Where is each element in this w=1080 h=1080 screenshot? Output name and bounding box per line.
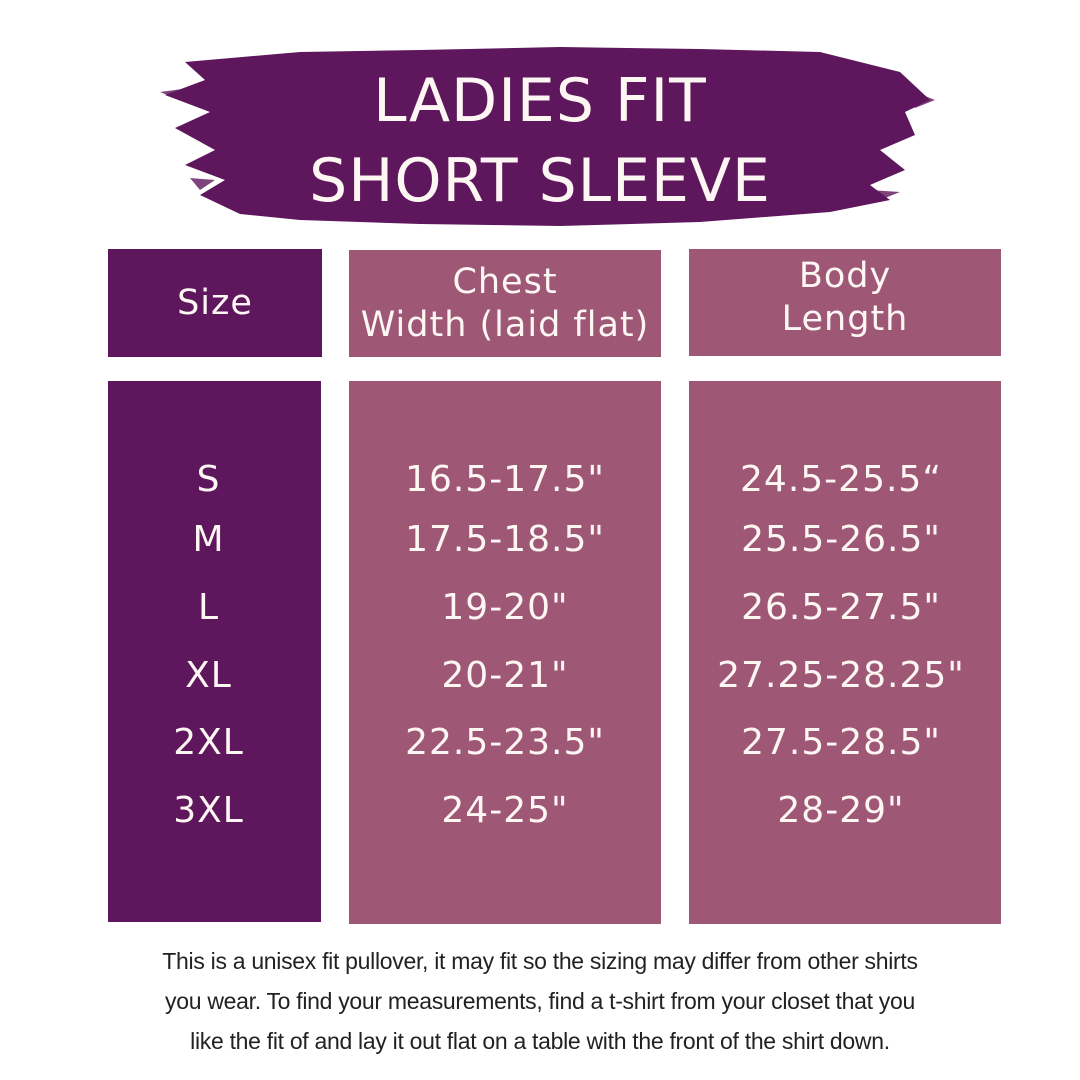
header-chest-line-1: Chest xyxy=(452,261,558,302)
cell-length: 27.5-28.5" xyxy=(741,722,941,763)
header-size-label: Size xyxy=(177,282,253,323)
cell-chest: 17.5-18.5" xyxy=(405,519,605,560)
cell-size: XL xyxy=(185,655,232,696)
cell-length: 24.5-25.5“ xyxy=(740,459,942,500)
brush-stroke-banner xyxy=(160,47,935,226)
cell-length: 27.25-28.25" xyxy=(717,655,965,696)
cell-size: L xyxy=(197,587,220,628)
cell-size: 3XL xyxy=(173,790,244,831)
header-chest-width: Chest Width (laid flat) xyxy=(349,250,661,357)
title-line-2: SHORT SLEEVE xyxy=(309,146,771,216)
title-line-1: LADIES FIT xyxy=(373,66,707,136)
header-size: Size xyxy=(108,249,322,357)
cell-chest: 20-21" xyxy=(441,655,569,696)
cell-size: S xyxy=(196,459,221,500)
footer-line-1: This is a unisex fit pullover, it may fi… xyxy=(162,948,918,974)
header-body-line-2: Length xyxy=(781,299,909,339)
cell-chest: 19-20" xyxy=(441,587,569,628)
cell-length: 25.5-26.5" xyxy=(741,519,941,560)
header-body-length: Body Length xyxy=(689,249,1001,356)
footer-note: This is a unisex fit pullover, it may fi… xyxy=(0,941,1080,1061)
cell-length: 28-29" xyxy=(777,790,905,831)
chest-column: 16.5-17.5" 17.5-18.5" 19-20" 20-21" 22.5-23.… xyxy=(349,381,661,924)
header-body-line-1: Body xyxy=(798,256,892,296)
cell-length: 26.5-27.5" xyxy=(741,587,941,628)
footer-line-2: you wear. To find your measurements, fin… xyxy=(165,988,915,1014)
cell-chest: 22.5-23.5" xyxy=(405,722,605,763)
header-chest-line-2: Width (laid flat) xyxy=(360,304,650,345)
cell-chest: 16.5-17.5" xyxy=(405,459,605,500)
cell-chest: 24-25" xyxy=(441,790,569,831)
size-column: S M L XL 2XL 3XL xyxy=(108,381,321,922)
cell-size: 2XL xyxy=(173,722,244,763)
length-column: 24.5-25.5“ 25.5-26.5" 26.5-27.5" 27.25-28.2… xyxy=(689,381,1001,924)
footer-line-3: like the fit of and lay it out flat on a… xyxy=(190,1028,890,1054)
cell-size: M xyxy=(192,519,225,560)
